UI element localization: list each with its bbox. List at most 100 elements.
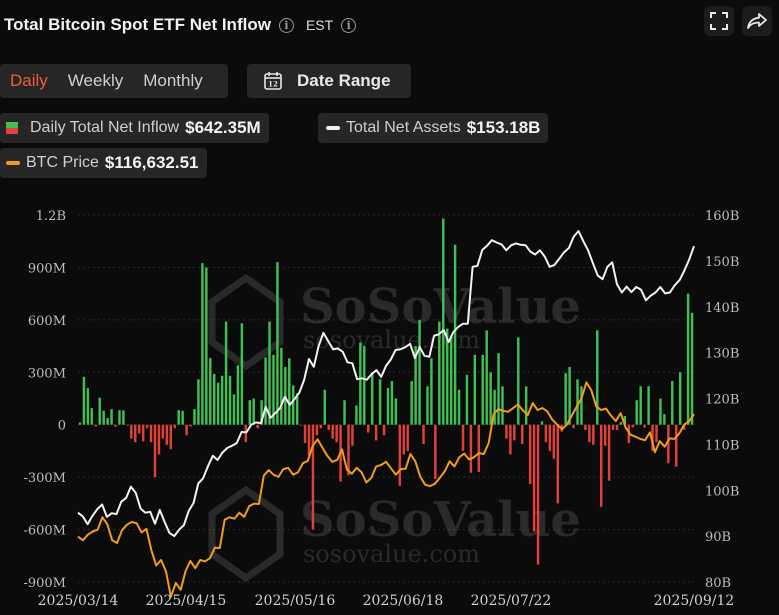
inflow-bar bbox=[232, 394, 236, 425]
inflow-bar bbox=[264, 357, 267, 425]
right-tick-label: 130B bbox=[705, 347, 739, 362]
legend-daily-inflow[interactable]: Daily Total Net Inflow $642.35M bbox=[0, 113, 269, 143]
right-tick-label: 80B bbox=[705, 576, 731, 591]
inflow-bar bbox=[678, 372, 682, 425]
inflow-bar bbox=[169, 424, 173, 450]
inflow-bar bbox=[599, 424, 603, 507]
inflow-bar bbox=[485, 330, 488, 425]
inflow-bar bbox=[126, 424, 129, 426]
legend-total-net-assets[interactable]: Total Net Assets $153.18B bbox=[318, 113, 549, 143]
info-icon[interactable]: i bbox=[278, 17, 294, 33]
inflow-bar bbox=[639, 386, 642, 425]
inflow-bar bbox=[659, 398, 662, 425]
inflow-bar bbox=[509, 424, 512, 455]
inflow-bar bbox=[331, 424, 334, 439]
chart-area[interactable]: SoSoValue sosovalue.com SoSoValue sosova… bbox=[0, 198, 779, 610]
inflow-bar bbox=[374, 424, 378, 441]
inflow-bar bbox=[378, 379, 382, 425]
inflow-bar bbox=[118, 410, 121, 425]
inflow-bar bbox=[382, 424, 386, 436]
tab-weekly[interactable]: Weekly bbox=[67, 71, 124, 90]
x-tick-label: 2025/04/15 bbox=[146, 593, 227, 609]
x-tick-label: 2025/05/16 bbox=[255, 593, 336, 609]
inflow-bar bbox=[584, 424, 587, 430]
inflow-bar bbox=[102, 410, 105, 425]
share-icon bbox=[747, 13, 767, 29]
inflow-bar bbox=[315, 424, 319, 436]
inflow-bar bbox=[213, 374, 216, 425]
right-tick-label: 120B bbox=[705, 393, 739, 408]
inflow-bar bbox=[540, 421, 544, 425]
inflow-bar bbox=[517, 337, 520, 425]
inflow-bar bbox=[473, 354, 477, 425]
left-tick-label: 300M bbox=[28, 366, 66, 381]
inflow-bar bbox=[671, 381, 674, 425]
inflow-bar bbox=[185, 424, 188, 436]
inflow-bar bbox=[572, 424, 575, 429]
inflow-bar bbox=[635, 400, 638, 425]
date-range-button[interactable]: 12 Date Range bbox=[247, 64, 411, 98]
right-tick-label: 140B bbox=[705, 301, 739, 316]
inflow-bar bbox=[445, 328, 449, 425]
x-tick-label: 2025/06/18 bbox=[363, 593, 444, 609]
inflow-bar bbox=[438, 321, 441, 425]
legend-btc-price[interactable]: BTC Price $116,632.51 bbox=[0, 148, 207, 178]
left-tick-label: 1.2B bbox=[36, 209, 66, 224]
timezone-label[interactable]: EST bbox=[305, 17, 334, 33]
inflow-bar bbox=[690, 312, 694, 425]
watermark-url: sosovalue.com bbox=[303, 540, 480, 568]
inflow-bar bbox=[370, 372, 374, 425]
right-tick-label: 100B bbox=[705, 484, 739, 499]
inflow-bar bbox=[426, 386, 429, 425]
inflow-bar bbox=[524, 386, 528, 425]
share-button[interactable] bbox=[742, 6, 772, 36]
inflow-bar bbox=[489, 372, 492, 425]
inflow-bar bbox=[603, 424, 607, 446]
inflow-bar bbox=[157, 424, 161, 455]
inflow-bar bbox=[402, 424, 405, 455]
inflow-bar bbox=[497, 353, 500, 425]
inflow-bar bbox=[623, 415, 627, 425]
inflow-bar bbox=[240, 323, 244, 425]
inflow-bar bbox=[347, 424, 350, 476]
inflow-bar bbox=[481, 354, 484, 425]
inflow-bar bbox=[596, 330, 599, 425]
inflow-bar bbox=[323, 389, 327, 425]
timezone-info-icon[interactable]: i bbox=[341, 17, 357, 33]
inflow-bar bbox=[406, 424, 409, 451]
inflow-bar bbox=[130, 424, 133, 439]
inflow-bar bbox=[521, 424, 524, 444]
inflow-bar bbox=[98, 397, 101, 425]
btc-swatch-icon bbox=[6, 161, 20, 165]
fullscreen-icon bbox=[710, 12, 728, 30]
left-tick-label: -300M bbox=[23, 471, 66, 486]
inflow-bar bbox=[248, 400, 251, 425]
inflow-bar bbox=[78, 422, 82, 425]
inflow-bar bbox=[145, 424, 149, 429]
watermark-url: sosovalue.com bbox=[303, 326, 480, 354]
inflow-bar bbox=[552, 424, 556, 459]
right-tick-label: 90B bbox=[705, 530, 731, 545]
inflow-bar bbox=[110, 409, 113, 425]
inflow-bar bbox=[141, 424, 145, 442]
inflow-bar bbox=[94, 424, 97, 427]
inflow-bar bbox=[663, 414, 666, 425]
page-title: Total Bitcoin Spot ETF Net Inflow bbox=[4, 15, 271, 34]
inflow-bar bbox=[216, 382, 220, 425]
inflow-bar bbox=[651, 424, 654, 451]
chart-svg[interactable]: SoSoValue sosovalue.com SoSoValue sosova… bbox=[0, 198, 779, 610]
inflow-bar bbox=[501, 386, 504, 425]
tab-daily[interactable]: Daily bbox=[10, 71, 48, 90]
inflow-bar bbox=[236, 365, 240, 425]
inflow-bar bbox=[319, 424, 323, 429]
inflow-bar bbox=[122, 410, 125, 425]
fullscreen-button[interactable] bbox=[704, 6, 734, 36]
tab-monthly[interactable]: Monthly bbox=[143, 71, 203, 90]
date-range-label: Date Range bbox=[297, 71, 391, 90]
inflow-bar bbox=[363, 346, 366, 425]
inflow-bar bbox=[114, 424, 117, 427]
inflow-bar bbox=[343, 400, 346, 425]
inflow-bar bbox=[335, 424, 338, 443]
inflow-bar bbox=[137, 424, 141, 434]
inflow-bar bbox=[686, 293, 690, 425]
